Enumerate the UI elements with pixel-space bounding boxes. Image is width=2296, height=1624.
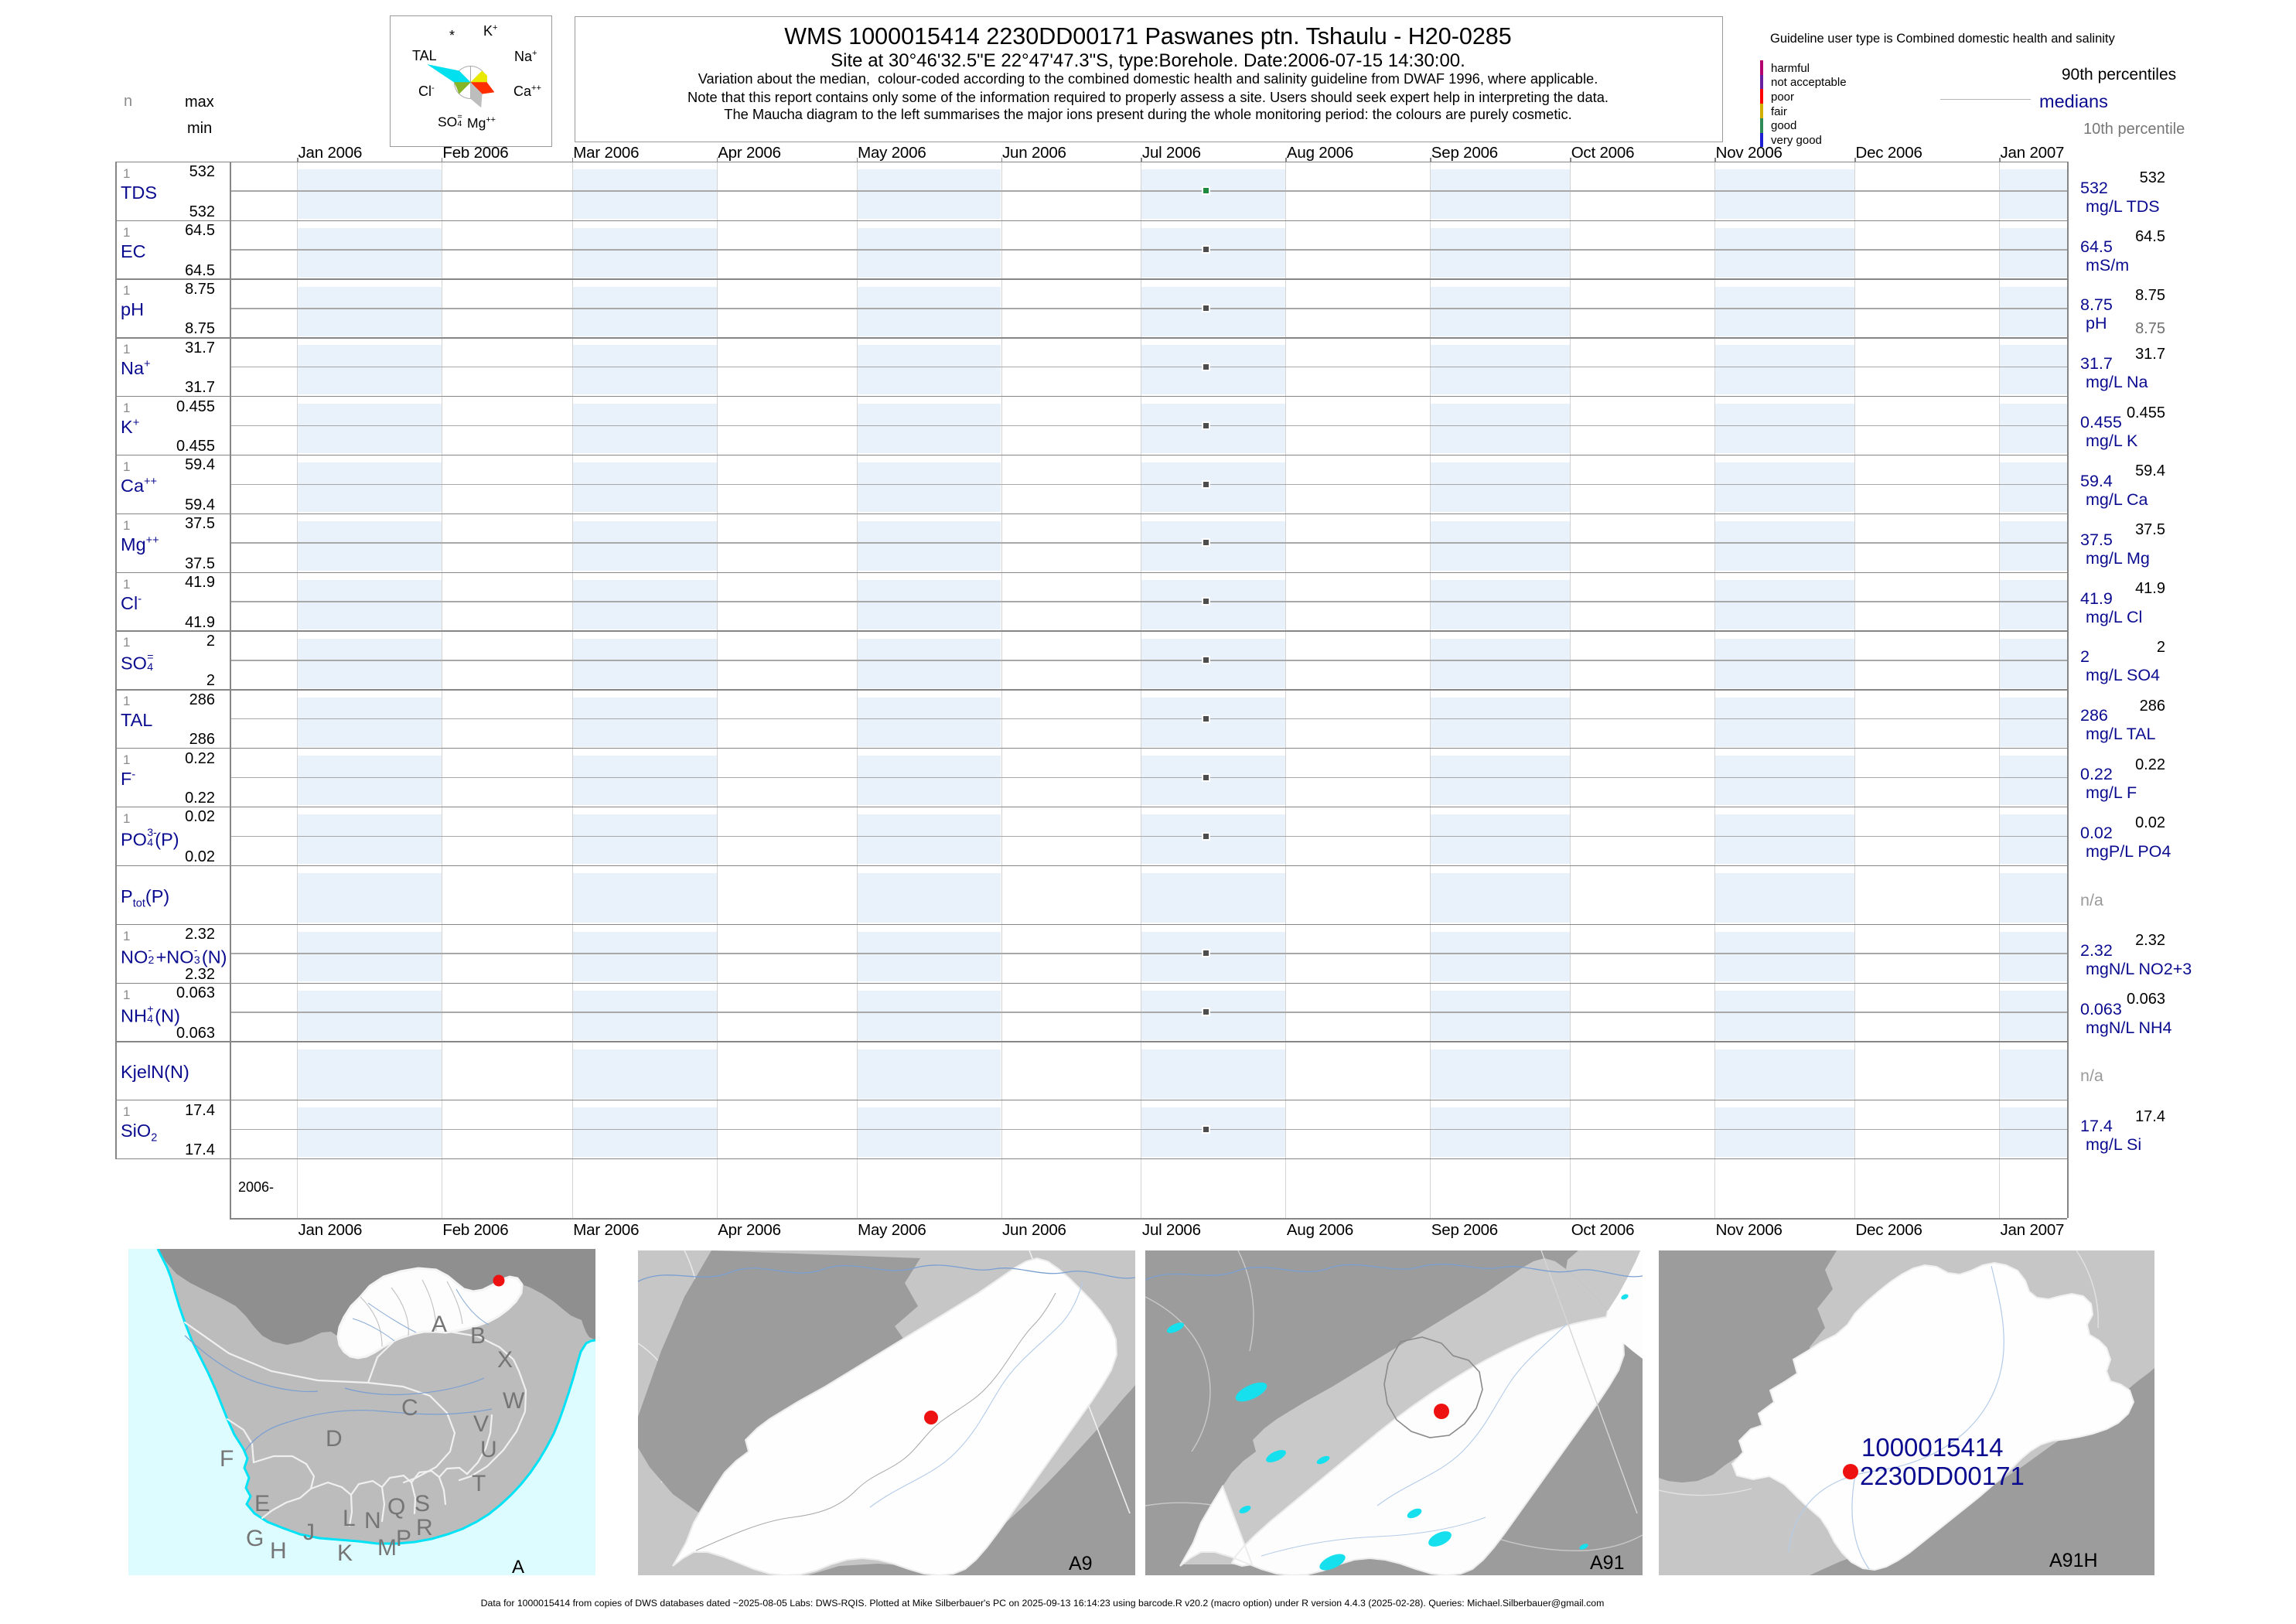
svg-text:A91: A91 [1590,1552,1624,1574]
svg-text:C: C [401,1395,418,1421]
svg-text:A: A [512,1557,524,1575]
svg-text:A: A [432,1312,447,1337]
svg-text:2230DD00171: 2230DD00171 [1860,1462,2025,1490]
svg-text:G: G [246,1526,264,1551]
svg-text:B: B [470,1323,486,1349]
svg-text:L: L [343,1506,356,1531]
svg-text:A91H: A91H [2049,1550,2098,1571]
svg-text:M: M [377,1535,397,1561]
svg-text:F: F [220,1446,234,1472]
svg-text:H: H [270,1538,287,1564]
svg-text:J: J [303,1520,315,1545]
svg-text:A9: A9 [1069,1553,1093,1575]
svg-text:R: R [416,1515,433,1540]
svg-text:X: X [497,1347,513,1373]
svg-text:P: P [396,1526,411,1551]
svg-text:Q: Q [387,1494,405,1520]
svg-text:V: V [473,1411,489,1437]
svg-text:K: K [337,1540,353,1566]
svg-text:1000015414: 1000015414 [1861,1433,2004,1462]
svg-text:N: N [364,1508,381,1534]
svg-text:W: W [503,1388,525,1414]
svg-text:D: D [326,1426,343,1452]
svg-text:U: U [480,1437,497,1462]
svg-text:S: S [415,1491,430,1517]
svg-text:E: E [254,1491,270,1517]
svg-text:T: T [472,1471,486,1496]
